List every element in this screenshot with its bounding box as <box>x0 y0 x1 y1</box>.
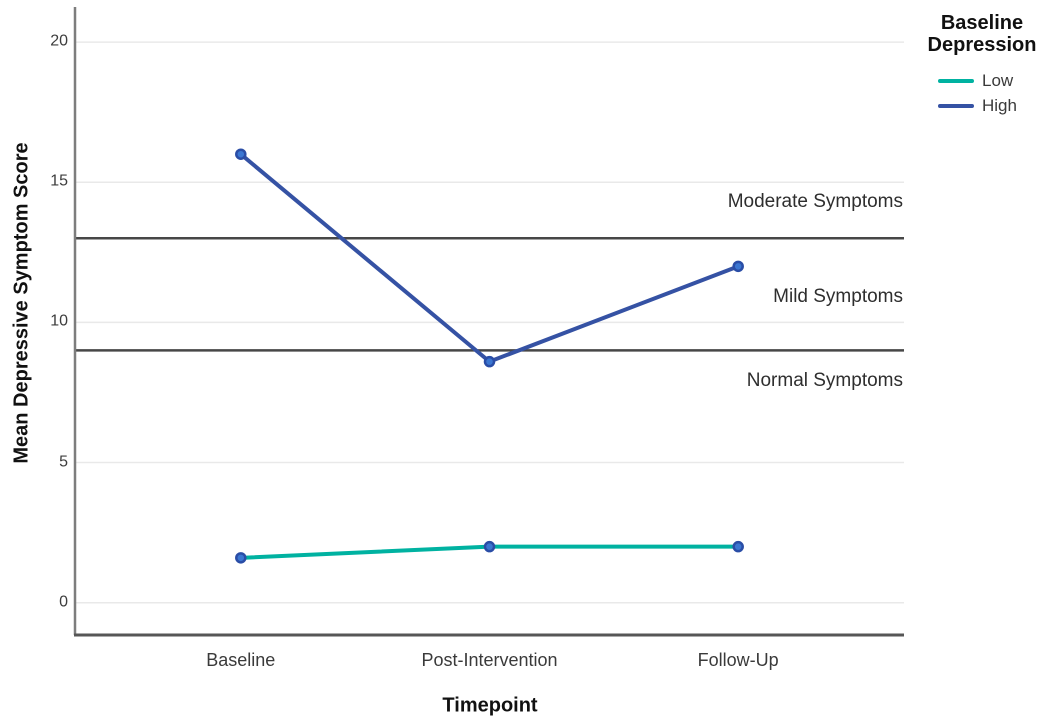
legend-swatch-low <box>938 78 974 83</box>
y-tick-label: 15 <box>50 172 68 190</box>
data-point-low <box>235 552 247 564</box>
reference-label: Mild Symptoms <box>773 286 903 308</box>
legend-title: Baseline Depression <box>916 12 1048 56</box>
x-tick-label: Baseline <box>206 650 276 670</box>
series-line-high <box>238 152 741 364</box>
legend-item-high: High <box>916 93 1048 118</box>
legend-item-label: Low <box>982 70 1014 90</box>
x-axis-title: Timepoint <box>442 694 538 717</box>
data-point-high <box>732 260 744 273</box>
y-tick-label: 20 <box>50 32 68 50</box>
y-axis-title: Mean Depressive Symptom Score <box>10 142 33 464</box>
data-point-low <box>732 540 744 553</box>
legend-title-line1: Baseline <box>940 12 1024 34</box>
legend-title-line2: Depression <box>927 34 1037 56</box>
data-point-high <box>483 355 496 368</box>
legend-item-label: High <box>982 95 1017 115</box>
data-point-high <box>235 148 247 160</box>
legend-swatch-high <box>938 103 974 108</box>
reference-label: Normal Symptoms <box>746 370 903 392</box>
y-tick-label: 5 <box>59 453 68 471</box>
y-tick-label: 0 <box>59 593 68 611</box>
reference-label: Moderate Symptoms <box>727 190 903 212</box>
legend-item-low: Low <box>916 68 1048 93</box>
data-point-low <box>483 540 496 553</box>
x-tick-label: Follow-Up <box>697 650 779 670</box>
legend: Baseline Depression Low High <box>916 12 1048 118</box>
legend-items: Low High <box>916 68 1048 118</box>
x-tick-label: Post-Intervention <box>421 650 558 670</box>
y-tick-label: 10 <box>50 313 68 331</box>
